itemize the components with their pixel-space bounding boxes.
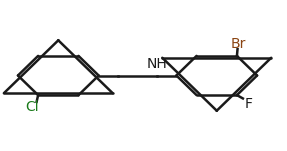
Text: F: F	[245, 96, 253, 111]
Text: NH: NH	[147, 57, 167, 71]
Text: Br: Br	[231, 37, 246, 51]
Text: Cl: Cl	[25, 100, 39, 114]
